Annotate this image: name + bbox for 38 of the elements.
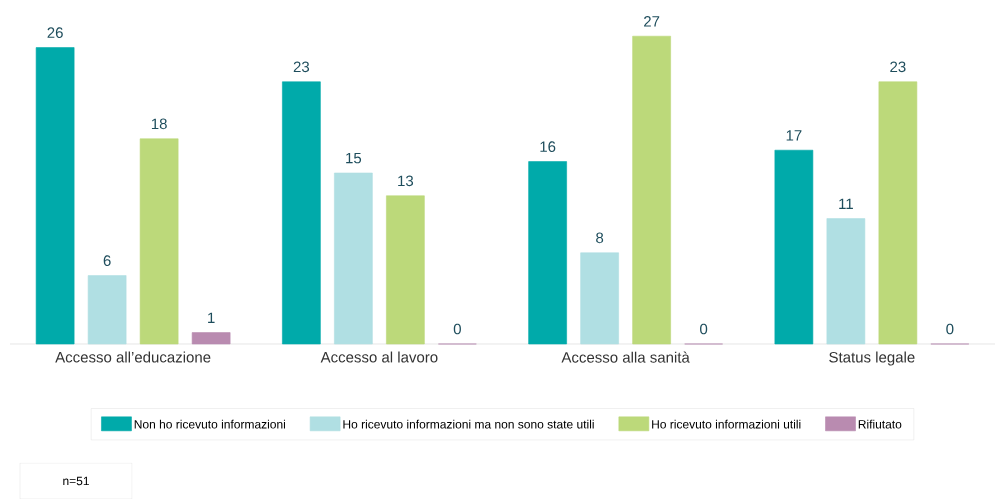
data-label: 8 [596, 232, 604, 244]
data-label: 0 [946, 323, 954, 335]
bar [191, 332, 231, 345]
bar [826, 218, 866, 345]
bar [878, 81, 918, 345]
data-label: 23 [890, 61, 906, 73]
x-tick-label: Accesso all’educazione [55, 351, 211, 363]
bar [87, 275, 127, 345]
data-label: 11 [839, 198, 853, 209]
x-tick-label: Status legale [829, 351, 915, 366]
bar [528, 161, 567, 345]
data-label: 16 [540, 141, 556, 152]
data-label: 6 [103, 255, 111, 266]
data-label: 1 [208, 312, 215, 323]
x-tick-label: Accesso al lavoro [320, 351, 438, 363]
legend-label: Non ho ricevuto informazioni [134, 419, 285, 429]
bar [632, 35, 671, 345]
data-label: 17 [786, 130, 802, 141]
legend-label: Ho ricevuto informazioni ma non sono state utili [343, 419, 594, 429]
data-label: 0 [453, 323, 461, 335]
x-tick-label: Accesso alla sanità [561, 351, 690, 363]
legend-label: Ho ricevuto informazioni utili [652, 419, 801, 429]
text: n=51 [63, 476, 89, 486]
data-label: 18 [151, 118, 167, 130]
legend-label: Rifiutato [858, 419, 902, 429]
data-label: 26 [47, 27, 63, 38]
data-label: 27 [644, 15, 660, 27]
data-label: 13 [398, 175, 414, 187]
data-label: 23 [293, 61, 310, 73]
bar [386, 195, 425, 345]
data-label: 0 [700, 323, 708, 335]
bar [334, 172, 373, 345]
data-label: 15 [346, 152, 362, 164]
bar [580, 252, 619, 345]
bar [774, 149, 814, 345]
bar [35, 47, 75, 345]
bar [139, 138, 179, 345]
bar [282, 81, 321, 345]
